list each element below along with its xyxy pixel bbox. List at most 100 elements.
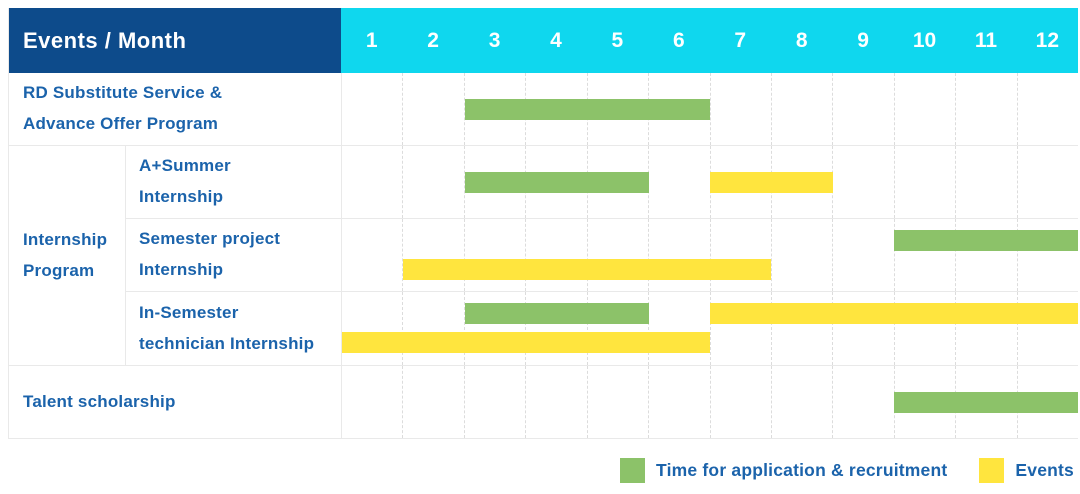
month-grid-column bbox=[1018, 73, 1078, 145]
group-label-internship-program: Internship Program bbox=[23, 229, 108, 280]
month-header-cell: 10 bbox=[912, 28, 937, 52]
month-grid-column bbox=[649, 73, 711, 145]
month-grid-column bbox=[833, 366, 895, 438]
month-header-cell: 5 bbox=[611, 28, 624, 52]
month-header-cell: 7 bbox=[734, 28, 747, 52]
gantt-lane-a-summer-internship bbox=[341, 146, 1078, 218]
month-header-cell: 2 bbox=[427, 28, 439, 52]
month-grid-column bbox=[711, 73, 772, 145]
gantt-bar-application bbox=[894, 392, 1078, 413]
row-label-rd-substitute-service: RD Substitute Service & Advance Offer Pr… bbox=[23, 83, 223, 133]
month-grid-column bbox=[895, 292, 957, 365]
month-grid-column bbox=[956, 73, 1018, 145]
application-legend-label: Time for application & recruitment bbox=[656, 459, 948, 480]
month-header-cell: 3 bbox=[488, 28, 501, 52]
month-header-cell: 1 bbox=[365, 28, 378, 52]
table-header-row: Events / Month 1 2 3 4 5 6 7 8 9 10 11 12 bbox=[9, 8, 1078, 73]
month-header-row: 1 2 3 4 5 6 7 8 9 10 11 12 bbox=[341, 8, 1078, 73]
month-grid-column bbox=[403, 73, 465, 145]
internship-program-group: Internship Program A+Summer Internship S… bbox=[9, 146, 1078, 366]
month-header-cell: 8 bbox=[795, 28, 808, 52]
month-grid-column bbox=[342, 73, 404, 145]
month-grid-column bbox=[772, 73, 834, 145]
month-grid-column bbox=[342, 292, 404, 365]
row-label-a-summer-internship: A+Summer Internship bbox=[139, 156, 231, 206]
month-grid-column bbox=[833, 219, 895, 291]
month-grid-column bbox=[526, 219, 588, 291]
month-header-cell: 11 bbox=[974, 28, 998, 52]
gantt-lane-in-semester-technician-internship bbox=[341, 292, 1078, 365]
month-grid-column bbox=[649, 292, 711, 365]
gantt-bar-application bbox=[464, 303, 649, 324]
events-legend-swatch bbox=[979, 457, 1005, 483]
month-grid-column bbox=[711, 292, 772, 365]
month-grid-column bbox=[526, 366, 588, 438]
month-grid-column bbox=[711, 219, 772, 291]
month-grid-column bbox=[588, 219, 650, 291]
month-grid-column bbox=[342, 366, 404, 438]
gantt-bar-event bbox=[403, 259, 772, 280]
month-grid-column bbox=[895, 219, 957, 291]
month-grid-column bbox=[1018, 146, 1078, 218]
gantt-bar-application bbox=[464, 172, 649, 193]
month-grid-column bbox=[833, 73, 895, 145]
month-header-cell: 9 bbox=[857, 28, 869, 52]
month-grid bbox=[342, 73, 1078, 145]
gantt-lane-rd-substitute-service bbox=[341, 73, 1078, 145]
gantt-lane-semester-project-internship bbox=[341, 219, 1078, 291]
month-grid-column bbox=[895, 146, 957, 218]
row-label-semester-project-internship: Semester project Internship bbox=[139, 229, 281, 279]
row-rd-substitute-service: RD Substitute Service & Advance Offer Pr… bbox=[9, 73, 1078, 146]
month-grid-column bbox=[342, 219, 404, 291]
month-grid-column bbox=[956, 292, 1018, 365]
gantt-bar-event bbox=[710, 303, 1078, 324]
month-grid-column bbox=[772, 292, 834, 365]
month-grid-column bbox=[403, 219, 465, 291]
row-in-semester-technician-internship: In-Semester technician Internship bbox=[125, 292, 1078, 365]
month-header-cell: 4 bbox=[550, 28, 562, 52]
application-legend-swatch bbox=[620, 457, 646, 483]
internship-program-subrows: A+Summer Internship Semester project Int… bbox=[125, 146, 1078, 365]
events-month-header: Events / Month bbox=[9, 8, 341, 73]
gantt-bar-event bbox=[342, 332, 710, 353]
month-grid-column bbox=[833, 146, 895, 218]
month-grid-column bbox=[403, 292, 465, 365]
month-grid-column bbox=[649, 366, 711, 438]
month-grid-column bbox=[526, 292, 588, 365]
row-a-summer-internship: A+Summer Internship bbox=[125, 146, 1078, 219]
row-label-in-semester-technician-internship: In-Semester technician Internship bbox=[139, 302, 315, 353]
month-grid-column bbox=[711, 366, 772, 438]
month-grid-column bbox=[649, 146, 711, 218]
gantt-lane-talent-scholarship bbox=[341, 366, 1078, 438]
month-grid-column bbox=[956, 146, 1018, 218]
legend: Time for application & recruitment Event… bbox=[620, 456, 1074, 484]
month-grid-column bbox=[649, 219, 711, 291]
month-grid-column bbox=[772, 366, 834, 438]
month-grid-column bbox=[588, 366, 650, 438]
gantt-bar-event bbox=[710, 172, 833, 193]
month-grid-column bbox=[895, 73, 957, 145]
month-grid-column bbox=[342, 146, 404, 218]
month-grid bbox=[342, 292, 1078, 365]
month-grid bbox=[342, 219, 1078, 291]
month-grid-column bbox=[772, 219, 834, 291]
row-label-talent-scholarship: Talent scholarship bbox=[23, 391, 176, 411]
month-grid-column bbox=[465, 366, 527, 438]
month-grid-column bbox=[772, 146, 834, 218]
gantt-bar-application bbox=[464, 99, 710, 120]
month-header-cell: 6 bbox=[672, 28, 685, 52]
row-talent-scholarship: Talent scholarship bbox=[9, 366, 1078, 439]
row-semester-project-internship: Semester project Internship bbox=[125, 219, 1078, 292]
gantt-bar-application bbox=[894, 230, 1078, 251]
month-grid-column bbox=[588, 292, 650, 365]
month-grid-column bbox=[465, 219, 527, 291]
month-grid-column bbox=[465, 292, 527, 365]
month-grid-column bbox=[833, 292, 895, 365]
schedule-table: Events / Month 1 2 3 4 5 6 7 8 9 10 11 12 RD Substi… bbox=[8, 8, 1078, 439]
month-grid-column bbox=[956, 219, 1018, 291]
month-grid-column bbox=[403, 366, 465, 438]
month-grid-column bbox=[403, 146, 465, 218]
month-header-cell: 12 bbox=[1035, 28, 1060, 52]
events-legend-label: Events bbox=[1015, 459, 1074, 480]
